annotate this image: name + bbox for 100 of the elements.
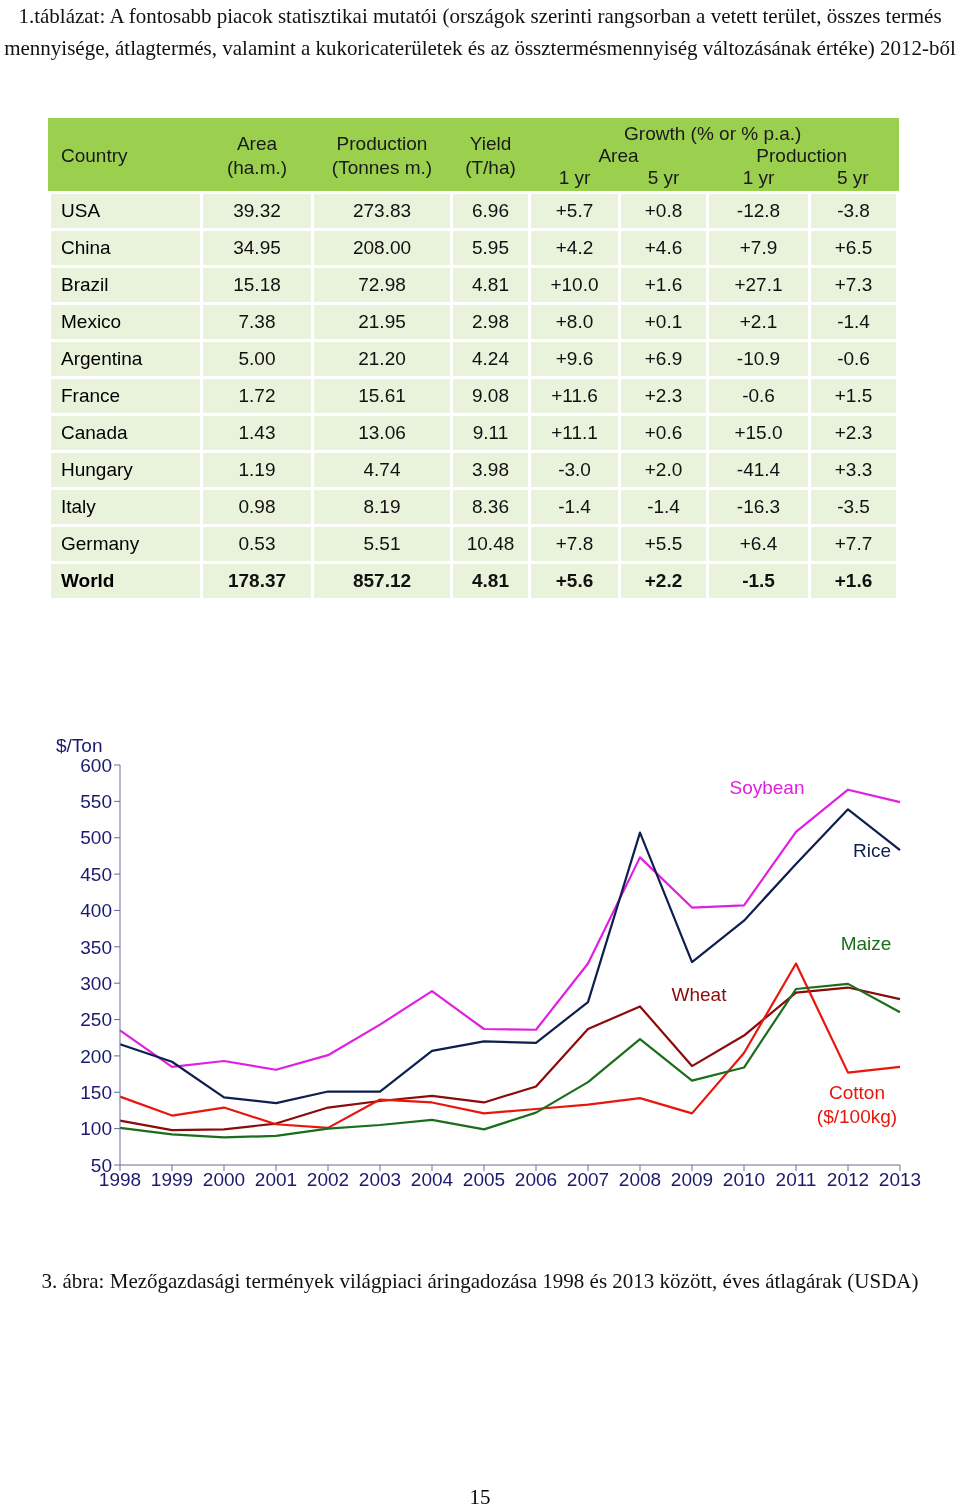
x-tick-label: 2002 xyxy=(306,1169,350,1191)
data-label: +7.8 xyxy=(529,525,620,563)
data-label: 8.19 xyxy=(312,488,452,526)
y-tick-label: 300 xyxy=(80,972,112,994)
y-tick-label: 500 xyxy=(80,827,112,849)
data-label: +6.5 xyxy=(809,229,898,267)
data-label: +11.1 xyxy=(529,414,620,452)
data-label: 2.98 xyxy=(451,303,530,341)
x-tick-label: 2007 xyxy=(566,1169,610,1191)
x-tick-label: Production (Tonnes m.) xyxy=(330,132,434,180)
data-label: 273.83 xyxy=(312,192,452,230)
data-label: -12.8 xyxy=(707,192,810,230)
y-tick-label: 100 xyxy=(80,1118,112,1140)
data-label: +7.7 xyxy=(809,525,898,563)
data-label: +0.6 xyxy=(619,414,708,452)
data-label: 4.81 xyxy=(451,562,530,600)
series-label: Soybean xyxy=(729,776,805,798)
data-label: +2.1 xyxy=(707,303,810,341)
x-tick-label: 2001 xyxy=(254,1169,298,1191)
data-label: +5.6 xyxy=(529,562,620,600)
data-label: -3.5 xyxy=(809,488,898,526)
data-label: 0.53 xyxy=(201,525,313,563)
y-tick-label: 400 xyxy=(80,900,112,922)
y-tick-label: Argentina xyxy=(49,340,202,378)
data-label: -3.0 xyxy=(529,451,620,489)
data-label: +15.0 xyxy=(707,414,810,452)
data-label: -3.8 xyxy=(809,192,898,230)
x-tick-label: 1 yr xyxy=(529,167,620,193)
data-label: +2.3 xyxy=(619,377,708,415)
data-label: 208.00 xyxy=(312,229,452,267)
data-label: 21.95 xyxy=(312,303,452,341)
data-label: +1.6 xyxy=(619,266,708,304)
data-label: 34.95 xyxy=(201,229,313,267)
data-label: 1.43 xyxy=(201,414,313,452)
x-tick-label: 2008 xyxy=(618,1169,662,1191)
x-tick-label: Area (ha.m.) xyxy=(225,132,289,180)
y-tick-label: Canada xyxy=(49,414,202,452)
data-label: +11.6 xyxy=(529,377,620,415)
x-tick-label: 2005 xyxy=(462,1169,506,1191)
x-tick-label: Yield (T/ha) xyxy=(464,132,517,180)
data-label: -0.6 xyxy=(707,377,810,415)
data-label: 5.51 xyxy=(312,525,452,563)
y-tick-label: 600 xyxy=(80,754,112,776)
data-label: -41.4 xyxy=(707,451,810,489)
data-label: 9.08 xyxy=(451,377,530,415)
data-label: +2.0 xyxy=(619,451,708,489)
x-tick-label: 2010 xyxy=(722,1169,766,1191)
data-label: 7.38 xyxy=(201,303,313,341)
data-label: 39.32 xyxy=(201,192,313,230)
x-tick-label: 2004 xyxy=(410,1169,454,1191)
x-tick-label: 2000 xyxy=(202,1169,246,1191)
data-label: +10.0 xyxy=(529,266,620,304)
y-tick-label: 450 xyxy=(80,863,112,885)
y-tick-label: Germany xyxy=(49,525,202,563)
data-label: +5.7 xyxy=(529,192,620,230)
data-label: 4.74 xyxy=(312,451,452,489)
data-label: +7.9 xyxy=(707,229,810,267)
data-label: 10.48 xyxy=(451,525,530,563)
x-tick-label: 2011 xyxy=(775,1169,817,1191)
data-label: 8.36 xyxy=(451,488,530,526)
y-tick-label: 150 xyxy=(80,1082,112,1104)
data-label: +8.0 xyxy=(529,303,620,341)
data-label: +6.9 xyxy=(619,340,708,378)
data-label: +4.6 xyxy=(619,229,708,267)
data-label: 4.81 xyxy=(451,266,530,304)
data-label: +2.3 xyxy=(809,414,898,452)
text: Production xyxy=(707,145,898,167)
text: Area xyxy=(529,145,708,167)
data-label: +5.5 xyxy=(619,525,708,563)
data-label: 5.00 xyxy=(201,340,313,378)
chart-title: 1.táblázat: A fontosabb piacok statisztikai mutatói (országok szerinti rangsorban a vetett terület, összes termés mennyisége, átlagtermés, valamint a kukoricaterületek és az össztermésmennyiség változásának értéke) 2012-ből xyxy=(3,3,957,62)
data-label: 13.06 xyxy=(312,414,452,452)
line-series xyxy=(118,962,902,1130)
text: Growth (% or % p.a.) xyxy=(529,119,898,145)
y-axis-title: Country xyxy=(49,119,202,193)
y-tick-label: France xyxy=(49,377,202,415)
data-label: 15.18 xyxy=(201,266,313,304)
data-label: 72.98 xyxy=(312,266,452,304)
y-tick-label: USA xyxy=(49,192,202,230)
y-tick-label: 200 xyxy=(80,1045,112,1067)
x-tick-label: 2006 xyxy=(514,1169,558,1191)
text: 3. ábra: Mezőgazdasági termények világpiaci áringadozása 1998 és 2013 között, éves átlagárak (USDA) xyxy=(40,1268,920,1295)
x-tick-label: 1 yr xyxy=(707,167,810,193)
data-label: 4.24 xyxy=(451,340,530,378)
series-label: Cotton ($/100kg) xyxy=(816,1081,898,1127)
y-tick-label: Mexico xyxy=(49,303,202,341)
x-tick-label: 2013 xyxy=(878,1169,922,1191)
data-label: 5.95 xyxy=(451,229,530,267)
text: 15 xyxy=(468,1485,492,1510)
x-tick-label: 5 yr xyxy=(619,167,708,193)
y-tick-label: 250 xyxy=(80,1009,112,1031)
data-label: +1.5 xyxy=(809,377,898,415)
y-tick-label: Brazil xyxy=(49,266,202,304)
y-tick-label: Hungary xyxy=(49,451,202,489)
y-tick-label: 350 xyxy=(80,936,112,958)
x-tick-label: 5 yr xyxy=(809,167,898,193)
data-label: 9.11 xyxy=(451,414,530,452)
data-label: 1.19 xyxy=(201,451,313,489)
data-label: -1.4 xyxy=(619,488,708,526)
x-tick-label: 2009 xyxy=(670,1169,714,1191)
